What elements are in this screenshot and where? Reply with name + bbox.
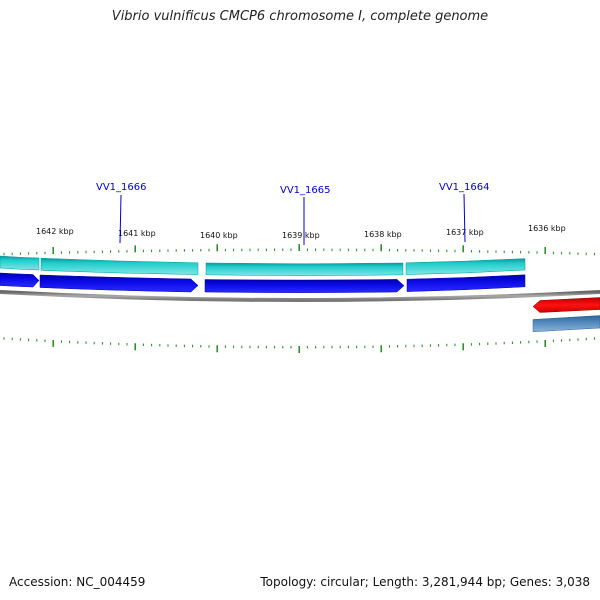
gene-arrow-vv1-1664[interactable] [406, 274, 526, 292]
tick-label-1642: 1642 kbp [36, 227, 74, 236]
gene-feature-steel[interactable] [532, 315, 600, 333]
upper-tick-scale [3, 244, 595, 256]
cds-feature-vv1-1665[interactable] [205, 262, 404, 276]
map-title: Vibrio vulnificus CMCP6 chromosome I, co… [111, 9, 489, 24]
svg-text:VV1_1665[interactable]: VV1_1665 [280, 185, 331, 196]
svg-text:VV1_1666[interactable]: VV1_1666 [96, 182, 147, 193]
tick-label-1636: 1636 kbp [528, 224, 566, 233]
cds-feature-vv1-1664[interactable] [405, 258, 526, 275]
gene-arrow-left[interactable] [0, 272, 40, 288]
gene-arrow-vv1-1665[interactable] [204, 279, 405, 293]
tick-label-1640: 1640 kbp [200, 231, 238, 240]
svg-text:VV1_1664[interactable]: VV1_1664 [439, 182, 490, 193]
gene-label-vv1-1664[interactable]: VV1_1664 [439, 182, 490, 243]
tick-label-1638: 1638 kbp [364, 230, 402, 239]
genome-backbone [0, 290, 600, 302]
gene-arrow-red[interactable] [532, 297, 600, 313]
tick-label-1639: 1639 kbp [282, 231, 320, 240]
lower-tick-scale [3, 337, 595, 353]
gene-arrow-vv1-1666[interactable] [39, 274, 199, 293]
tick-label-1641: 1641 kbp [118, 229, 156, 238]
gene-label-vv1-1665[interactable]: VV1_1665 [280, 185, 331, 245]
accession-text: Accession: NC_004459 [9, 575, 146, 589]
gene-label-vv1-1666[interactable]: VV1_1666 [96, 182, 147, 244]
summary-text: Topology: circular; Length: 3,281,944 bp… [260, 575, 590, 589]
cds-feature-left[interactable] [0, 255, 40, 271]
cds-feature-vv1-1666[interactable] [40, 257, 199, 275]
